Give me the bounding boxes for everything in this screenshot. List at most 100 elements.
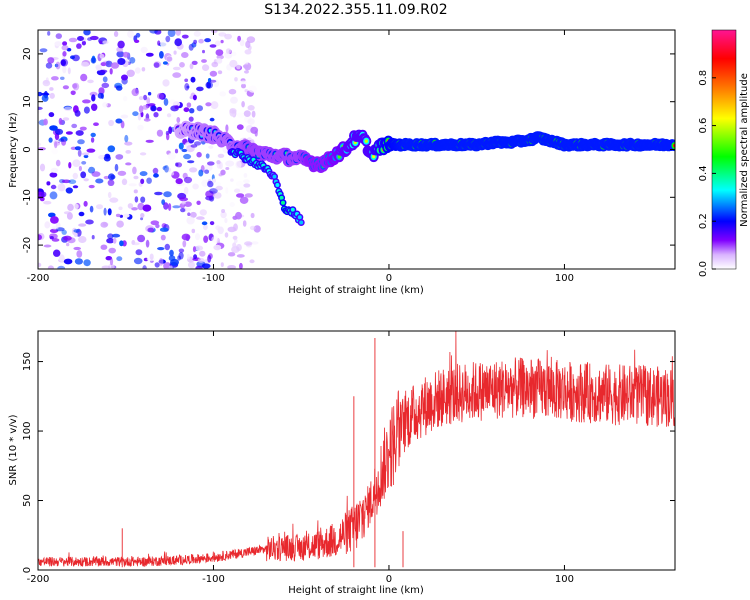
heatmap-noise-cell <box>235 160 242 169</box>
heatmap-noise-cell <box>38 262 42 268</box>
heatmap-noise-cell <box>60 58 69 67</box>
heatmap-noise-cell <box>137 112 142 121</box>
heatmap-noise-cell <box>97 92 104 99</box>
heatmap-noise-cell <box>241 228 247 234</box>
heatmap-noise-cell <box>174 148 179 154</box>
heatmap-noise-cell <box>180 208 186 213</box>
heatmap-noise-cell <box>244 193 253 198</box>
heatmap-noise-cell <box>214 181 221 187</box>
heatmap-noise-cell <box>186 253 190 260</box>
heatmap-noise-cell <box>90 57 97 64</box>
heatmap-noise-cell <box>193 30 201 37</box>
heatmap-noise-cell <box>78 165 82 172</box>
heatmap-branch-cell <box>272 174 277 179</box>
heatmap-noise-cell <box>107 233 114 239</box>
heatmap-noise-cell <box>96 204 103 210</box>
heatmap-noise-cell <box>103 155 111 162</box>
heatmap-noise-cell <box>224 232 229 238</box>
heatmap-noise-cell <box>75 130 84 136</box>
x-tick-label: -200 <box>27 574 50 585</box>
heatmap-noise-cell <box>169 249 174 257</box>
heatmap-noise-cell <box>78 223 87 227</box>
heatmap-noise-cell <box>78 236 87 243</box>
heatmap-noise-cell <box>91 94 96 102</box>
heatmap-noise-cell <box>236 124 244 130</box>
heatmap-noise-cell <box>204 38 212 43</box>
heatmap-noise-cell <box>58 254 65 262</box>
heatmap-noise-cell <box>241 101 245 108</box>
heatmap-noise-cell <box>168 126 173 134</box>
heatmap-noise-cell <box>153 112 159 118</box>
heatmap-branch-cell <box>299 220 304 225</box>
heatmap-noise-cell <box>239 80 247 85</box>
heatmap-noise-cell <box>196 105 203 112</box>
heatmap-noise-cell <box>181 34 189 39</box>
heatmap-noise-cell <box>150 105 157 112</box>
heatmap-noise-cell <box>62 117 70 121</box>
heatmap-noise-cell <box>81 152 90 156</box>
heatmap-noise-cell <box>184 83 190 91</box>
heatmap-noise-cell <box>199 209 207 216</box>
heatmap-noise-cell <box>126 69 135 78</box>
heatmap-noise-cell <box>154 191 163 196</box>
heatmap-noise-cell <box>47 31 51 36</box>
heatmap-noise-cell <box>45 77 49 84</box>
heatmap-noise-cell <box>86 148 96 153</box>
heatmap-noise-cell <box>72 83 78 89</box>
heatmap-noise-cell <box>174 38 182 47</box>
heatmap-noise-cell <box>145 52 154 57</box>
heatmap-noise-cell <box>133 189 138 194</box>
heatmap-noise-cell <box>231 51 237 57</box>
heatmap-noise-cell <box>215 49 224 56</box>
heatmap-noise-cell <box>205 153 210 159</box>
heatmap-noise-cell <box>207 161 215 166</box>
heatmap-noise-cell <box>235 211 242 220</box>
heatmap-noise-cell <box>63 258 73 265</box>
heatmap-noise-cell <box>83 200 88 207</box>
heatmap-noise-cell <box>95 66 102 71</box>
heatmap-noise-cell <box>165 35 171 43</box>
heatmap-noise-cell <box>147 227 155 233</box>
heatmap-noise-cell <box>168 203 172 211</box>
heatmap-noise-cell <box>236 64 241 70</box>
heatmap-noise-cell <box>65 187 73 194</box>
heatmap-noise-cell <box>213 244 222 251</box>
heatmap-noise-cell <box>115 154 124 160</box>
heatmap-noise-cell <box>99 40 103 45</box>
heatmap-noise-cell <box>184 78 189 83</box>
heatmap-noise-cell <box>133 257 143 265</box>
heatmap-noise-cell <box>244 241 253 246</box>
heatmap-noise-cell <box>163 191 172 198</box>
heatmap-noise-cell <box>138 105 144 113</box>
heatmap-noise-cell <box>203 235 209 243</box>
heatmap-noise-cell <box>38 142 42 147</box>
heatmap-noise-cell <box>178 142 184 150</box>
heatmap-noise-cell <box>135 249 143 256</box>
heatmap-noise-cell <box>239 262 243 269</box>
heatmap-noise-cell <box>239 196 249 204</box>
heatmap-noise-cell <box>100 62 107 67</box>
heatmap-noise-cell <box>143 118 151 122</box>
heatmap-noise-cell <box>80 61 90 67</box>
heatmap-noise-cell <box>91 103 98 112</box>
heatmap-noise-cell <box>229 59 238 68</box>
x-tick-label: -100 <box>202 273 225 284</box>
heatmap-noise-cell <box>157 92 164 100</box>
heatmap-noise-cell <box>229 108 237 114</box>
heatmap-noise-cell <box>176 117 181 123</box>
heatmap-noise-cell <box>241 83 246 89</box>
heatmap-noise-cell <box>225 48 232 54</box>
heatmap-noise-cell <box>54 128 64 135</box>
heatmap-noise-cell <box>236 243 242 252</box>
heatmap-noise-cell <box>207 180 214 188</box>
heatmap-noise-cell <box>87 166 96 174</box>
heatmap-noise-cell <box>55 33 62 39</box>
heatmap-noise-cell <box>70 55 75 60</box>
heatmap-noise-cell <box>137 234 146 243</box>
heatmap-noise-cell <box>189 167 198 173</box>
heatmap-noise-cell <box>62 85 69 90</box>
heatmap-noise-cell <box>234 188 241 193</box>
heatmap-noise-cell <box>209 44 217 48</box>
heatmap-noise-cell <box>151 204 158 213</box>
heatmap-noise-cell <box>76 250 83 258</box>
